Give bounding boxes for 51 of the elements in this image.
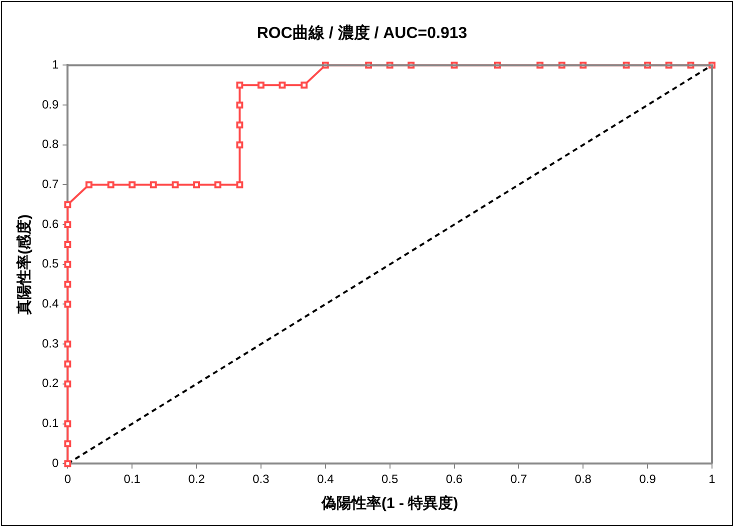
x-tick-label: 0.7 xyxy=(510,472,528,486)
y-tick-label: 0.5 xyxy=(42,256,59,271)
point xyxy=(236,82,244,89)
point xyxy=(64,380,72,388)
point xyxy=(64,420,72,428)
y-tick-label: 0.1 xyxy=(42,416,59,430)
point xyxy=(258,82,264,89)
point xyxy=(300,82,308,89)
y-tick-label: 1 xyxy=(52,58,59,72)
point xyxy=(214,181,222,188)
y-tick-label: 0 xyxy=(52,456,59,470)
x-tick-label: 0.4 xyxy=(317,472,334,486)
point xyxy=(128,181,136,188)
y-tick-label: 0.4 xyxy=(42,296,59,311)
x-tick-label: 0.2 xyxy=(188,472,206,486)
point xyxy=(64,280,72,288)
point xyxy=(236,141,244,148)
x-tick-label: 1 xyxy=(708,472,716,486)
point xyxy=(64,201,72,208)
point xyxy=(150,181,157,188)
point xyxy=(236,102,244,109)
y-tick-label: 0.2 xyxy=(42,376,59,390)
y-tick-label: 0.9 xyxy=(42,97,59,112)
x-tick-label: 0.6 xyxy=(446,472,463,486)
point xyxy=(172,181,179,188)
x-tick-label: 0.1 xyxy=(124,472,141,486)
point xyxy=(64,260,72,268)
point xyxy=(107,181,114,188)
point xyxy=(64,440,72,448)
point xyxy=(64,221,72,228)
x-tick-label: 0.3 xyxy=(252,472,270,486)
x-tick-label: 0.9 xyxy=(639,472,656,486)
x-axis-title: 偽陽性率(1 - 特異度) xyxy=(320,494,458,512)
x-tick-label: 0 xyxy=(64,472,72,486)
y-tick-label: 0.6 xyxy=(42,216,59,231)
point xyxy=(64,300,72,308)
point xyxy=(64,241,72,248)
y-tick-label: 0.3 xyxy=(42,336,59,350)
y-tick-label: 0.8 xyxy=(42,137,59,152)
point xyxy=(236,181,244,188)
point xyxy=(236,121,244,128)
x-tick-label: 0.5 xyxy=(381,472,399,486)
y-axis-title: 真陽性率(感度) xyxy=(15,214,34,316)
point xyxy=(278,82,286,89)
point xyxy=(64,360,72,368)
y-tick-label: 0.7 xyxy=(42,177,59,192)
point xyxy=(193,181,200,188)
point xyxy=(64,340,72,348)
point xyxy=(85,181,92,188)
x-tick-label: 0.8 xyxy=(574,472,592,486)
chart-title: ROC曲線 / 濃度 / AUC=0.913 xyxy=(256,23,468,42)
